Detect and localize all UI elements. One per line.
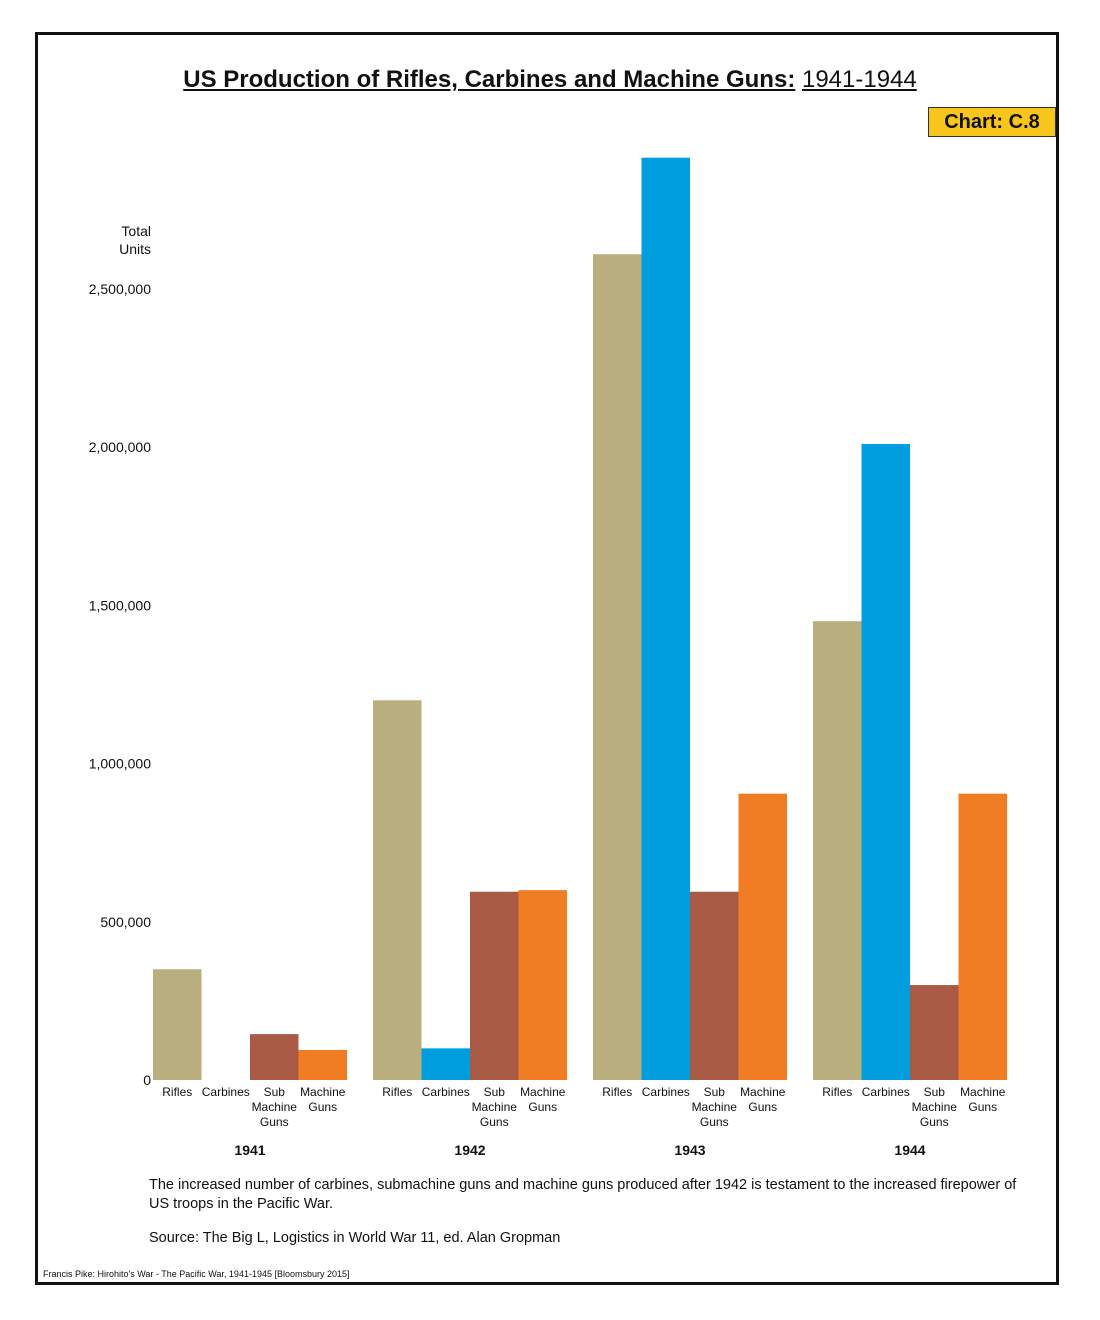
bar-submachine_guns-1943: [690, 891, 739, 1080]
chart-frame: [35, 32, 1059, 1285]
bar-category-label: Carbines: [202, 1085, 250, 1099]
chart-source: Source: The Big L, Logistics in World Wa…: [149, 1230, 561, 1246]
bar-carbines-1944: [861, 444, 910, 1080]
bar-category-label: Guns: [260, 1115, 289, 1129]
y-axis-label: Total Units: [100, 222, 151, 258]
bar-category-label: Sub: [704, 1085, 726, 1099]
bar-category-label: Guns: [308, 1100, 337, 1114]
bar-rifles-1941: [153, 969, 202, 1080]
bar-category-label: Rifles: [602, 1085, 632, 1099]
bar-category-label: Sub: [264, 1085, 286, 1099]
bar-category-label: Rifles: [382, 1085, 412, 1099]
y-tick-label: 2,000,000: [89, 439, 151, 455]
chart-number-badge: Chart: C.8: [928, 107, 1056, 137]
chart-title: US Production of Rifles, Carbines and Ma…: [0, 66, 1100, 94]
bar-machine_guns-1941: [298, 1049, 347, 1080]
bar-category-label: Rifles: [162, 1085, 192, 1099]
y-tick-label: 500,000: [100, 914, 151, 930]
bar-category-label: Machine: [300, 1085, 346, 1099]
bar-category-label: Machine: [692, 1100, 738, 1114]
year-label: 1941: [234, 1142, 265, 1158]
y-tick-label: 2,500,000: [89, 281, 151, 297]
bar-category-label: Machine: [740, 1085, 786, 1099]
year-label: 1944: [894, 1142, 925, 1158]
bar-category-label: Sub: [484, 1085, 506, 1099]
bar-category-label: Carbines: [422, 1085, 470, 1099]
y-tick-label: 0: [143, 1072, 151, 1088]
bar-machine_guns-1943: [738, 793, 787, 1080]
bar-rifles-1942: [373, 700, 422, 1080]
bar-machine_guns-1942: [518, 890, 567, 1080]
bar-machine_guns-1944: [958, 793, 1007, 1080]
bar-carbines-1943: [641, 157, 690, 1081]
bar-submachine_guns-1941: [250, 1034, 299, 1080]
bar-category-label: Machine: [960, 1085, 1006, 1099]
bar-carbines-1942: [421, 1048, 470, 1080]
chart-title-main: US Production of Rifles, Carbines and Ma…: [183, 66, 796, 93]
bar-category-label: Guns: [480, 1115, 509, 1129]
bar-category-label: Carbines: [642, 1085, 690, 1099]
bar-rifles-1943: [593, 254, 642, 1081]
chart-note: The increased number of carbines, submac…: [149, 1177, 1017, 1212]
bar-category-label: Machine: [912, 1100, 958, 1114]
bar-category-label: Guns: [748, 1100, 777, 1114]
bar-category-label: Rifles: [822, 1085, 852, 1099]
bar-category-label: Guns: [700, 1115, 729, 1129]
bar-submachine_guns-1944: [910, 985, 959, 1080]
year-label: 1942: [454, 1142, 485, 1158]
bar-category-label: Carbines: [862, 1085, 910, 1099]
bar-category-label: Machine: [472, 1100, 518, 1114]
year-label: 1943: [674, 1142, 705, 1158]
bar-rifles-1944: [813, 621, 862, 1080]
chart-title-years: 1941-1944: [801, 66, 917, 93]
book-credit: Francis Pike: Hirohito's War - The Pacif…: [43, 1269, 350, 1279]
bar-category-label: Guns: [920, 1115, 949, 1129]
bar-category-label: Guns: [968, 1100, 997, 1114]
bar-category-label: Sub: [924, 1085, 946, 1099]
bar-submachine_guns-1942: [470, 891, 519, 1080]
y-tick-label: 1,500,000: [89, 597, 151, 613]
bar-category-label: Guns: [528, 1100, 557, 1114]
bar-category-label: Machine: [252, 1100, 298, 1114]
y-tick-label: 1,000,000: [89, 756, 151, 772]
bar-category-label: Machine: [520, 1085, 566, 1099]
y-axis-label-line: Total: [121, 223, 151, 239]
y-axis-label-line: Units: [119, 241, 151, 257]
